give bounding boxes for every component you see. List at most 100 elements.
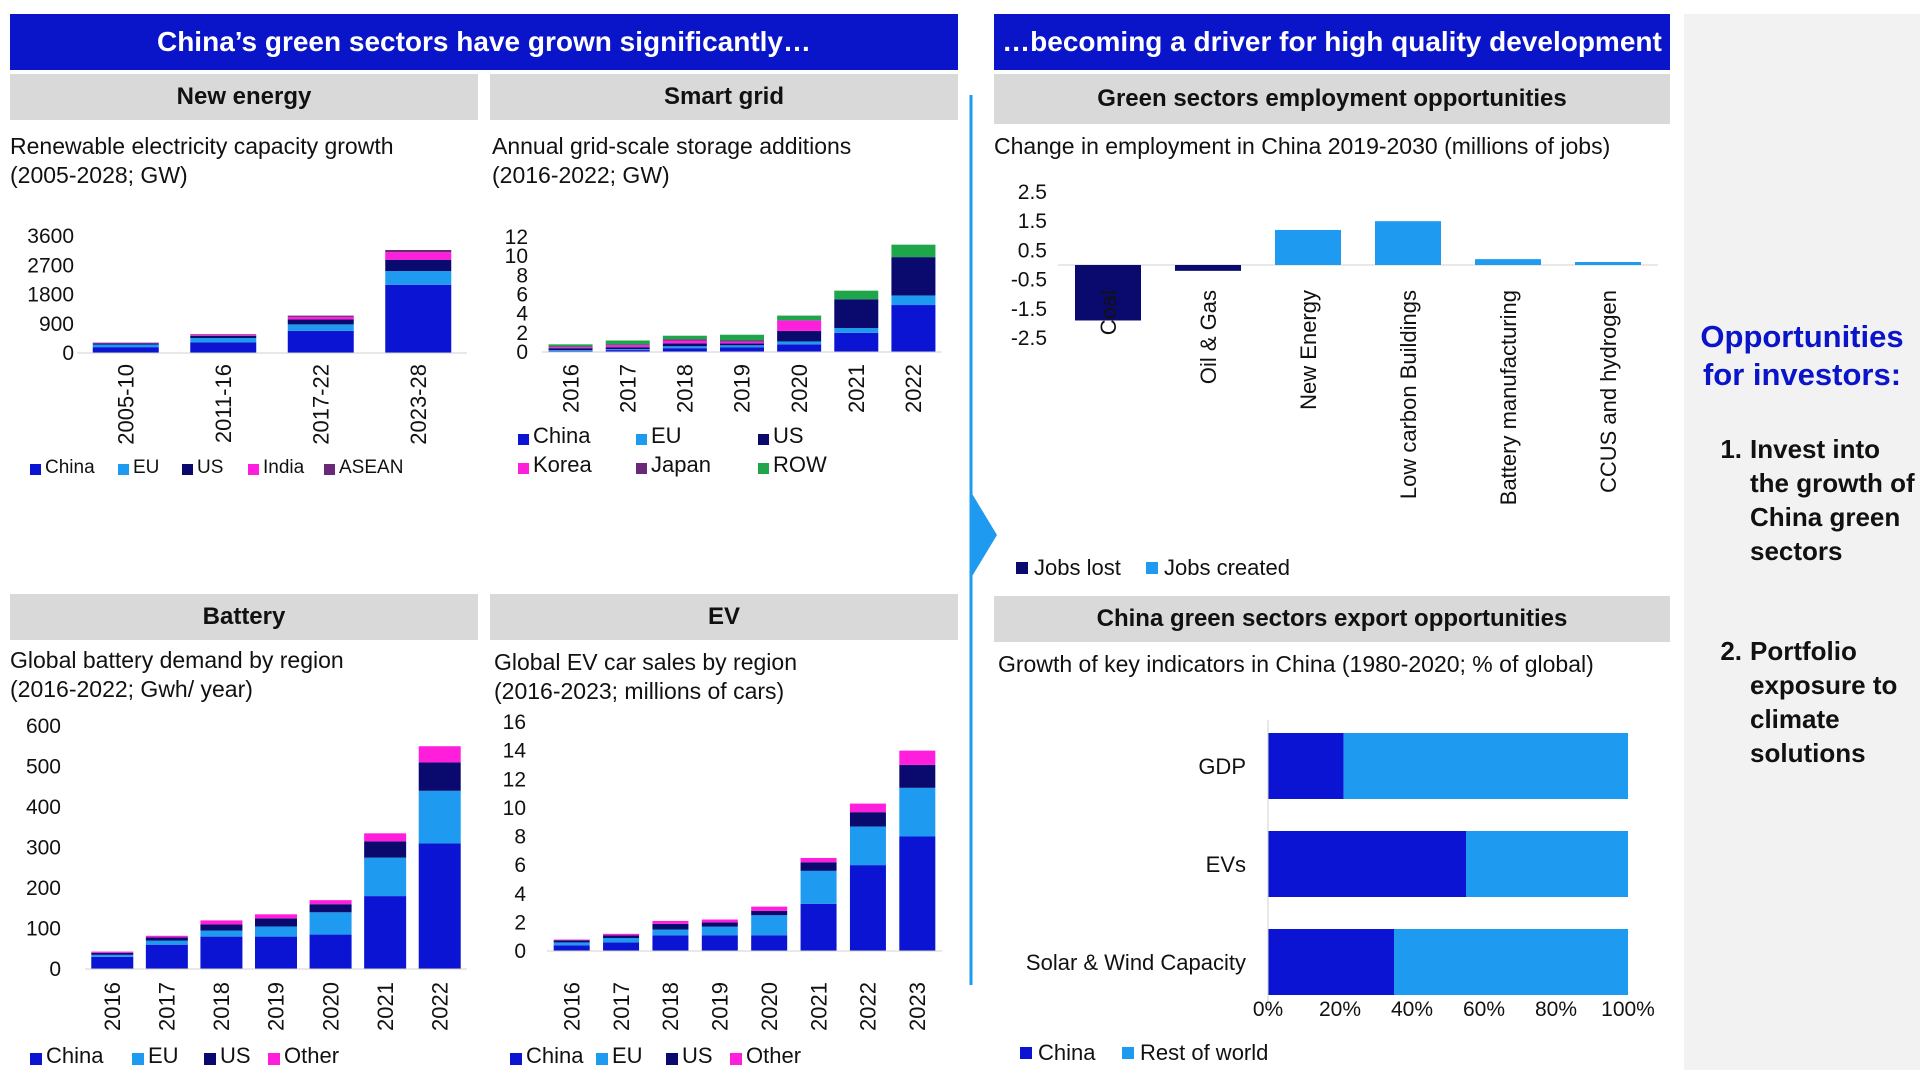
bar-us [145, 937, 188, 941]
legend-swatch [730, 1053, 742, 1065]
legend-label: EU [148, 1043, 179, 1068]
legend-swatch [666, 1053, 678, 1065]
bar-korea [662, 340, 707, 344]
legend-swatch [1016, 562, 1028, 574]
x-tick-label: New Energy [1296, 290, 1321, 410]
bar-jobs-lost [1075, 265, 1141, 321]
employment-chart: 2.5 1.5 0.5 -0.5 -1.5 -2.5 Coal Oil & Gas New En… [1011, 181, 1658, 580]
bar-china [1268, 831, 1466, 897]
bar-row [777, 315, 822, 321]
legend-swatch [30, 1053, 42, 1065]
bar-eu [652, 929, 689, 936]
bar-other [899, 750, 936, 765]
legend-label: China [46, 1043, 104, 1068]
bar-eu [751, 915, 788, 936]
bar-japan [662, 339, 707, 341]
bar-eu [255, 926, 297, 937]
y-tick-label: 0 [516, 341, 528, 364]
opportunities-title: Opportunities for investors: [1700, 319, 1904, 392]
bar-eu [899, 787, 936, 837]
bar-china [418, 843, 461, 969]
bar-other [701, 919, 738, 923]
bar-eu [548, 350, 593, 352]
bar-row [662, 335, 707, 340]
bar-row [720, 334, 764, 341]
bar-china [849, 865, 886, 951]
bar-eu [287, 324, 354, 331]
y-category-label: EVs [1206, 852, 1246, 877]
bar-us [287, 319, 354, 325]
bar-rest-of-world [1466, 831, 1628, 897]
bar-eu [720, 345, 764, 348]
bar-us [418, 762, 461, 791]
bar-india [385, 252, 452, 260]
exports-subtitle: Growth of key indicators in China (1980-… [998, 651, 1594, 677]
y-tick-label: 300 [26, 837, 61, 860]
exports-chart: GDP EVs Solar & Wind Capacity 0% 20% 40% 60% 80… [1020, 720, 1655, 1065]
legend-swatch [132, 1053, 144, 1065]
x-tick-label: Oil & Gas [1196, 290, 1221, 384]
x-tick-label: Coal [1096, 290, 1121, 335]
employment-header: Green sectors employment opportunities [994, 74, 1670, 124]
legend-swatch [268, 1053, 280, 1065]
bar-us [200, 924, 243, 931]
legend-label: EU [612, 1043, 643, 1068]
bar-rest-of-world [1394, 929, 1628, 995]
bar-china [605, 350, 650, 352]
left-section-header: China’s green sectors have grown signifi… [10, 14, 958, 70]
bar-china [834, 332, 879, 352]
battery-header: Battery [10, 594, 478, 640]
x-tick-label: 2019 [264, 982, 289, 1031]
legend-swatch [596, 1053, 608, 1065]
x-tick-label: Low carbon Buildings [1396, 290, 1421, 499]
bar-eu [364, 857, 407, 897]
bar-china [899, 836, 936, 951]
x-tick-label: 2017 [155, 982, 180, 1031]
smart-grid-header: Smart grid [490, 74, 958, 120]
bar-eu [605, 349, 650, 351]
legend-swatch [1146, 562, 1158, 574]
bar-other [145, 935, 188, 938]
x-tick-label: 2019 [730, 364, 755, 413]
bar-us [548, 348, 593, 351]
y-tick-label: 400 [26, 796, 61, 819]
bar-row [548, 344, 593, 347]
bar-china [652, 935, 689, 951]
y-tick-label: 12 [505, 226, 528, 249]
bar-other [309, 900, 352, 905]
bar-japan [720, 340, 764, 342]
bar-eu [891, 295, 936, 306]
bar-eu [200, 930, 243, 937]
bar-eu [849, 826, 886, 866]
bar-eu [190, 338, 257, 343]
bar-eu [701, 926, 738, 936]
bar-us [309, 904, 352, 913]
new-energy-subtitle: Renewable electricity capacity growth (2… [10, 133, 394, 188]
legend-label: Other [284, 1043, 339, 1068]
legend-swatch [248, 464, 259, 475]
legend-label: India [263, 457, 305, 478]
legend-label: US [197, 457, 223, 478]
x-tick-label: 0% [1253, 998, 1283, 1021]
bar-eu [834, 328, 879, 333]
bar-india [287, 316, 354, 320]
x-tick-label: 2020 [787, 364, 812, 413]
x-tick-label: 20% [1319, 998, 1361, 1021]
y-tick-label: 10 [505, 245, 528, 268]
x-tick-label: 2022 [856, 982, 881, 1031]
bar-jobs-lost [1175, 265, 1241, 271]
y-tick-label: 200 [26, 877, 61, 900]
legend-swatch [518, 434, 529, 445]
opportunity-text: Invest into the growth of China green se… [1750, 434, 1915, 566]
y-tick-label: 8 [514, 826, 526, 849]
bar-other [652, 920, 689, 924]
y-tick-label: 1800 [27, 284, 74, 307]
y-tick-label: 2.5 [1018, 181, 1047, 204]
y-tick-label: 600 [26, 715, 61, 738]
bar-china [800, 903, 837, 951]
bar-us [190, 335, 257, 339]
battery-subtitle: Global battery demand by region (2016-20… [10, 647, 344, 702]
y-tick-label: -2.5 [1011, 327, 1047, 350]
bar-japan [548, 346, 593, 348]
bar-us [605, 347, 650, 350]
